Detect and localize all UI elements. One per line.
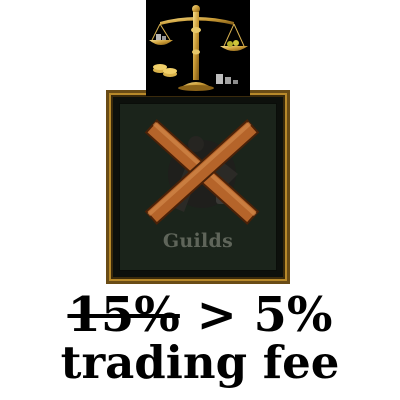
guilds-button[interactable]: Guilds: [106, 90, 290, 284]
fee-change-line: 15% > 5%: [0, 290, 400, 340]
fee-separator: >: [196, 287, 237, 343]
balance-scale-icon: [149, 5, 248, 91]
guild-emblem-icon: [144, 119, 260, 225]
crossed-out-x-icon: [144, 119, 260, 225]
balance-scale-tile: [146, 0, 250, 96]
guilds-button-inner: Guilds: [119, 103, 277, 271]
new-fee: 5%: [253, 287, 333, 343]
old-fee: 15%: [67, 287, 180, 343]
trading-fee-label: trading fee: [60, 336, 340, 389]
guilds-label: Guilds: [162, 230, 234, 252]
